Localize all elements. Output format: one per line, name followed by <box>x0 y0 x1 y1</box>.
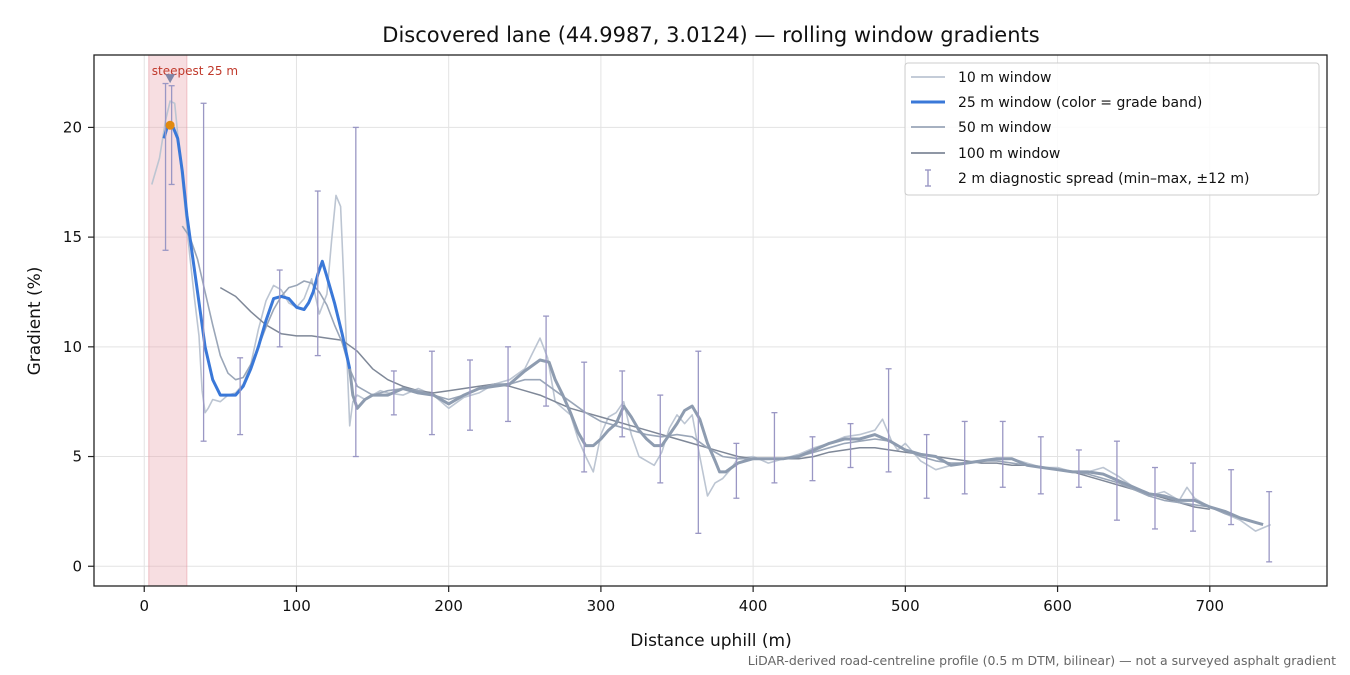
legend-box <box>904 62 1320 196</box>
footnote: LiDAR-derived road-centreline profile (0… <box>748 653 1336 668</box>
y-tick-label: 10 <box>63 338 82 356</box>
legend-label-25m: 25 m window (color = grade band) <box>958 95 1202 111</box>
series-25m <box>162 123 1264 527</box>
steepest-band-label: steepest 25 m <box>152 64 238 78</box>
x-tick-label: 300 <box>587 597 616 615</box>
steepest-band-rect <box>148 54 188 587</box>
steepest-marker <box>165 74 176 84</box>
plot-frame <box>93 54 1328 587</box>
markers <box>165 74 176 130</box>
x-tick-label: 600 <box>1043 597 1072 615</box>
x-tick-label: 700 <box>1195 597 1224 615</box>
x-tick-label: 200 <box>434 597 463 615</box>
chart-title: Discovered lane (44.9987, 3.0124) — roll… <box>382 23 1039 47</box>
legend-label-100m: 100 m window <box>958 146 1060 162</box>
error-bars <box>162 82 1273 563</box>
legend-swatch-errorbar <box>925 169 931 187</box>
legend: 10 m window 25 m window (color = grade b… <box>904 62 1320 196</box>
y-tick-label: 20 <box>63 118 82 136</box>
legend-label-errorbar: 2 m diagnostic spread (min–max, ±12 m) <box>958 171 1249 187</box>
x-tick-label: 100 <box>282 597 311 615</box>
y-axis-ticks: 0 5 10 15 20 <box>63 118 94 575</box>
series-25m-line-rest <box>348 358 1264 527</box>
series-25m-line-steep <box>162 123 352 397</box>
peak-marker <box>165 120 175 130</box>
y-tick-label: 5 <box>72 448 82 466</box>
y-axis-label: Gradient (%) <box>25 267 45 376</box>
x-tick-label: 500 <box>891 597 920 615</box>
x-tick-label: 400 <box>739 597 768 615</box>
y-tick-label: 15 <box>63 228 82 246</box>
x-axis-label: Distance uphill (m) <box>630 631 791 651</box>
x-tick-label: 0 <box>139 597 149 615</box>
legend-label-50m: 50 m window <box>958 120 1051 136</box>
x-axis-ticks: 0 100 200 300 400 500 600 700 <box>139 586 1224 615</box>
y-tick-label: 0 <box>72 557 82 575</box>
legend-label-10m: 10 m window <box>958 70 1051 86</box>
